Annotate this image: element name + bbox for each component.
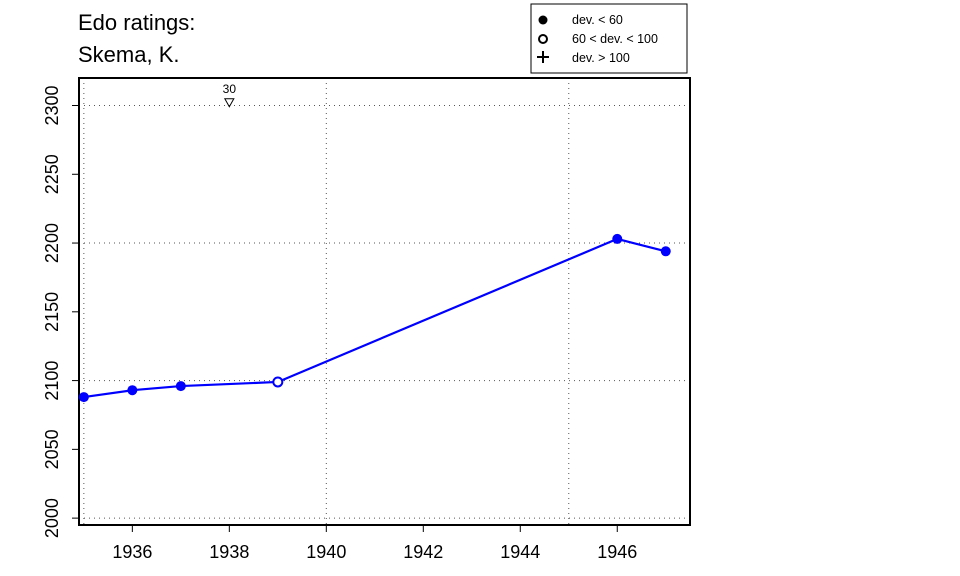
legend-open-circle-icon	[538, 34, 548, 44]
legend-box	[530, 3, 688, 74]
y-tick-label-2150: 2150	[42, 292, 62, 332]
axes	[78, 77, 691, 526]
y-tick-label-2100: 2100	[42, 361, 62, 401]
x-tick-label-1942: 1942	[403, 542, 443, 562]
y-tick-label-2300: 2300	[42, 85, 62, 125]
y-axis-ticks: 2000 2050 2100 2150 2200 2250 2300	[42, 85, 79, 538]
data-point-1946	[612, 233, 623, 244]
x-axis-ticks: 1936 1938 1940 1942 1944 1946	[112, 525, 637, 562]
chart-title: Edo ratings: Skema, K.	[78, 10, 195, 67]
data-point-1947	[660, 246, 671, 257]
legend-label-dev-gt-100: dev. > 100	[572, 51, 630, 65]
x-tick-label-1946: 1946	[597, 542, 637, 562]
legend-label-dev-60-100: 60 < dev. < 100	[572, 32, 658, 46]
data-point-1939	[272, 376, 284, 388]
legend-label-dev-lt-60: dev. < 60	[572, 13, 623, 27]
data-point-1935	[78, 392, 89, 403]
x-tick-label-1940: 1940	[306, 542, 346, 562]
grid	[79, 78, 690, 525]
chart-title-line-2: Skema, K.	[78, 42, 179, 67]
rating-series	[78, 233, 671, 403]
y-tick-label-2050: 2050	[42, 429, 62, 469]
annotation-label: 30	[223, 82, 237, 96]
y-tick-label-2000: 2000	[42, 498, 62, 538]
plot-frame	[78, 77, 691, 526]
data-point-1936	[127, 385, 138, 396]
y-tick-label-2200: 2200	[42, 223, 62, 263]
legend-filled-circle-icon	[538, 15, 548, 25]
x-tick-label-1938: 1938	[209, 542, 249, 562]
series-line-0	[83, 237, 667, 399]
data-point-1937	[175, 381, 186, 392]
x-tick-label-1944: 1944	[500, 542, 540, 562]
annotation-down-triangle-icon	[223, 98, 235, 108]
annotations: 30	[223, 82, 237, 108]
chart-title-line-1: Edo ratings:	[78, 10, 195, 35]
x-tick-label-1936: 1936	[112, 542, 152, 562]
legend: dev. < 60 60 < dev. < 100 dev. > 100	[530, 3, 688, 74]
legend-plus-icon	[537, 51, 549, 63]
y-tick-label-2250: 2250	[42, 154, 62, 194]
